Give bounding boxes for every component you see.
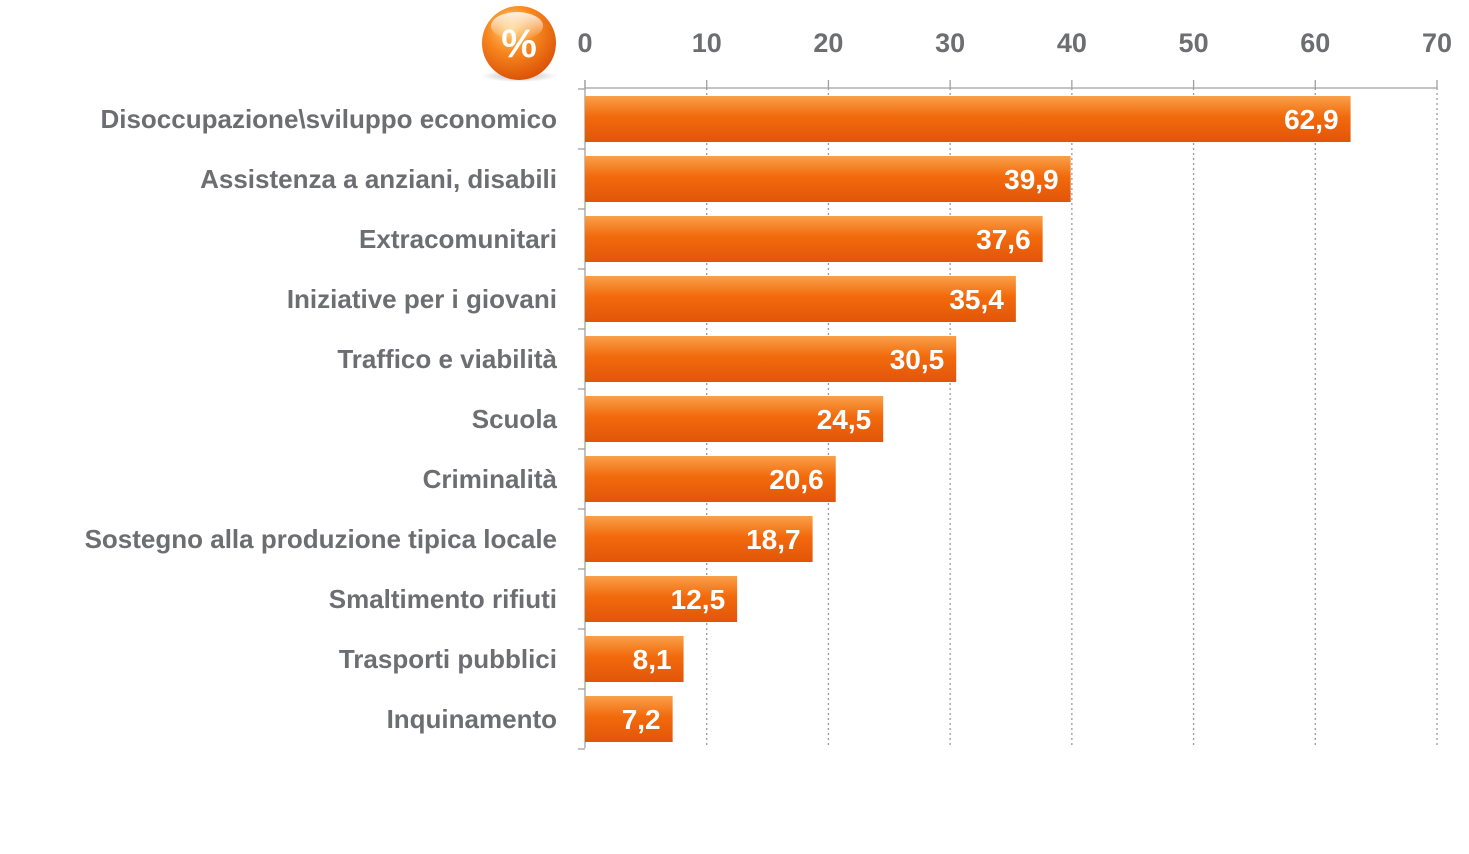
bar-value-label: 35,4 bbox=[949, 284, 1004, 315]
bar-value-label: 7,2 bbox=[622, 704, 661, 735]
bar-value-label: 30,5 bbox=[890, 344, 945, 375]
bar-value-label: 18,7 bbox=[746, 524, 801, 555]
category-label: Iniziative per i giovani bbox=[287, 284, 557, 314]
bar bbox=[585, 276, 1016, 322]
category-labels: Disoccupazione\sviluppo economico Assiste… bbox=[84, 104, 558, 735]
bar-value-label: 20,6 bbox=[769, 464, 824, 495]
x-tick-label: 20 bbox=[813, 28, 843, 58]
category-label: Trasporti pubblici bbox=[339, 644, 557, 674]
bar bbox=[585, 696, 673, 742]
x-tick-label: 50 bbox=[1179, 28, 1209, 58]
bar-value-label: 8,1 bbox=[633, 644, 672, 675]
bars: 62,9 39,9 37,6 35,430,5 24,5 20,6 18,7 12,5 8,1 7… bbox=[585, 96, 1351, 742]
bar-value-label: 62,9 bbox=[1284, 104, 1339, 135]
bar bbox=[585, 516, 813, 562]
category-label: Assistenza a anziani, disabili bbox=[200, 164, 557, 194]
bar bbox=[585, 156, 1071, 202]
percent-symbol: % bbox=[501, 22, 537, 66]
x-tick-label: 30 bbox=[935, 28, 965, 58]
bar bbox=[585, 396, 884, 442]
bar bbox=[585, 336, 957, 382]
category-label: Criminalità bbox=[423, 464, 558, 494]
bar bbox=[585, 576, 738, 622]
x-tick-label: 0 bbox=[577, 28, 592, 58]
category-label: Scuola bbox=[472, 404, 558, 434]
category-label: Smaltimento rifiuti bbox=[329, 584, 557, 614]
bar bbox=[585, 456, 836, 502]
category-label: Extracomunitari bbox=[359, 224, 557, 254]
category-label: Inquinamento bbox=[387, 704, 557, 734]
bar bbox=[585, 96, 1351, 142]
category-label: Traffico e viabilità bbox=[337, 344, 557, 374]
x-tick-label: 60 bbox=[1300, 28, 1330, 58]
x-tick-label: 70 bbox=[1422, 28, 1452, 58]
category-label: Sostegno alla produzione tipica locale bbox=[85, 524, 557, 554]
percent-icon: % bbox=[481, 6, 557, 82]
category-label: Disoccupazione\sviluppo economico bbox=[100, 104, 557, 134]
bar bbox=[585, 636, 684, 682]
x-tick-labels: 0 10 20 30 40 50 60 70 bbox=[577, 28, 1452, 58]
x-tick-label: 10 bbox=[692, 28, 722, 58]
bar-value-label: 24,5 bbox=[817, 404, 872, 435]
bar-value-label: 12,5 bbox=[671, 584, 726, 615]
x-tick-label: 40 bbox=[1057, 28, 1087, 58]
bar-value-label: 39,9 bbox=[1004, 164, 1059, 195]
bar bbox=[585, 216, 1043, 262]
bar-value-label: 37,6 bbox=[976, 224, 1031, 255]
